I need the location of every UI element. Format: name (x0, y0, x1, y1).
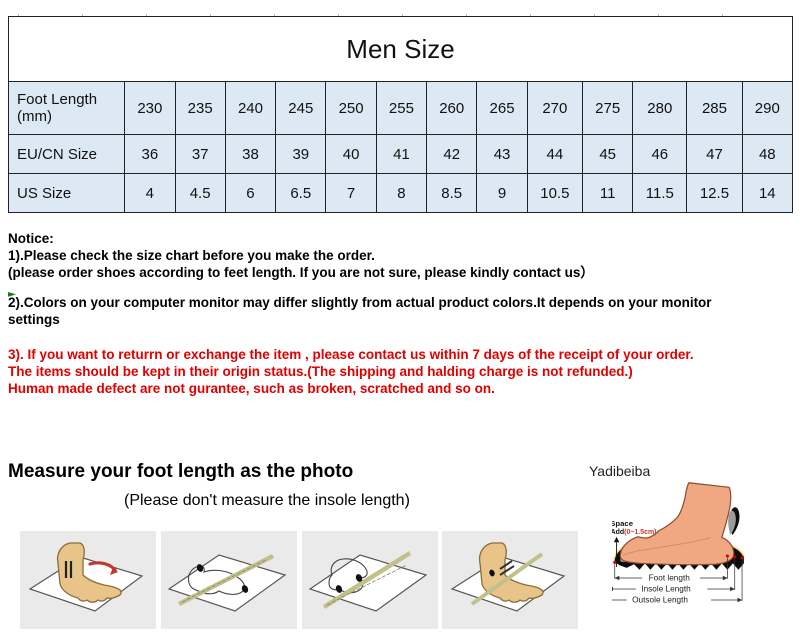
svg-text:Space: Space (612, 519, 634, 528)
svg-text:Foot length: Foot length (649, 574, 691, 583)
svg-text:Outsole Length: Outsole Length (632, 596, 688, 605)
svg-text:(Add(0~1.5cm): (Add(0~1.5cm) (612, 529, 656, 536)
svg-text:Insole Length: Insole Length (641, 585, 691, 594)
